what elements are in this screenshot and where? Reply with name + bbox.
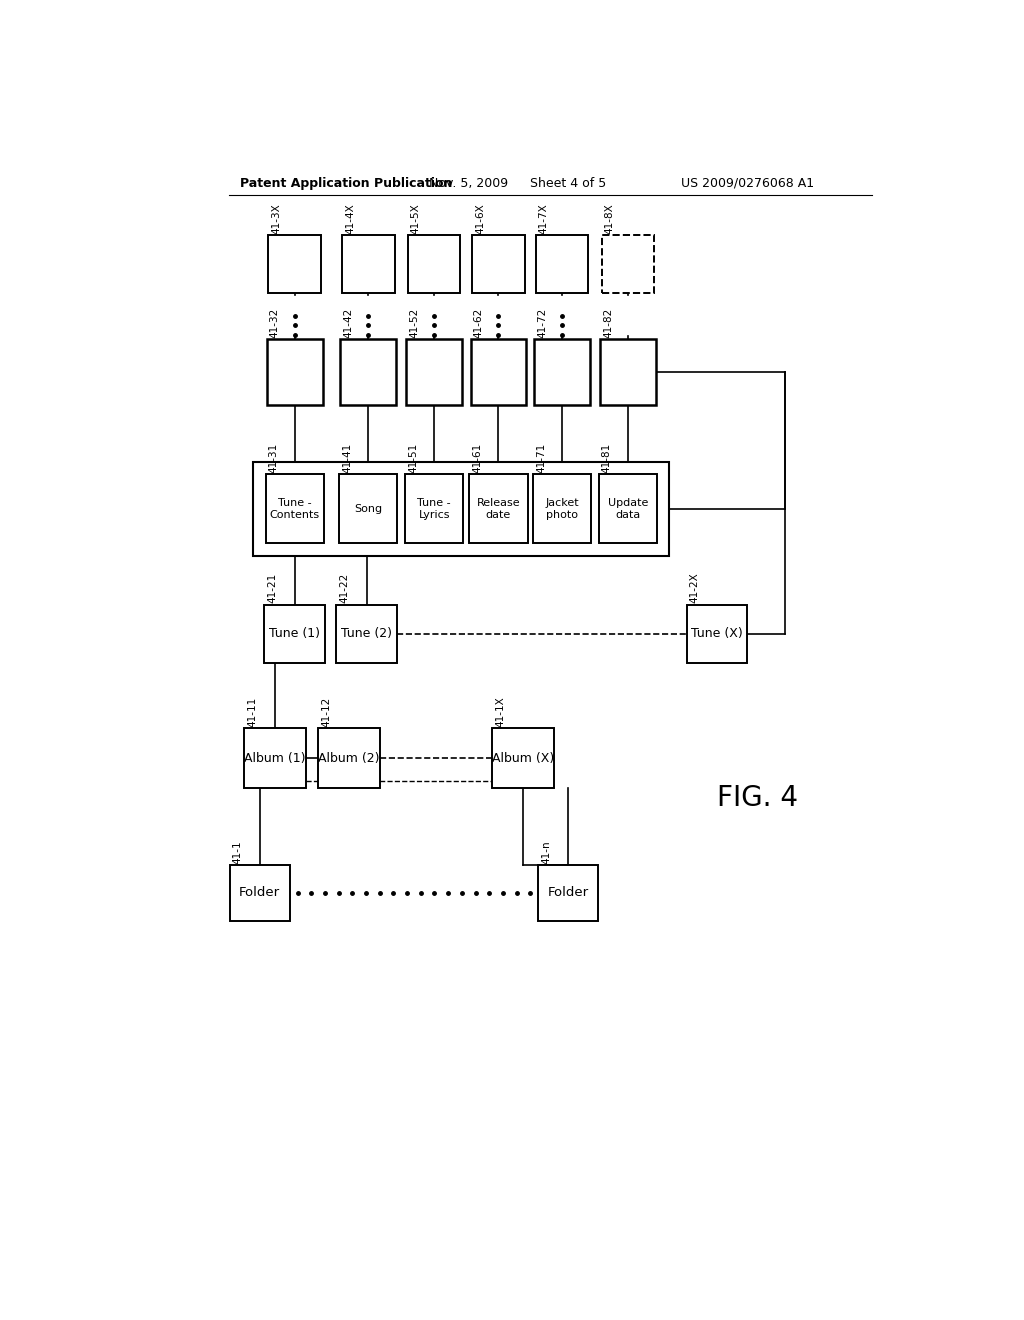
- Bar: [599, 474, 657, 544]
- Text: Tune (1): Tune (1): [269, 627, 321, 640]
- Text: Album (1): Album (1): [245, 751, 306, 764]
- Text: Nov. 5, 2009: Nov. 5, 2009: [429, 177, 509, 190]
- Bar: [264, 605, 325, 663]
- Text: Song: Song: [354, 504, 382, 513]
- Text: 41-81: 41-81: [602, 442, 612, 473]
- Bar: [342, 235, 394, 293]
- Text: 41-2X: 41-2X: [690, 573, 699, 603]
- Text: 41-8X: 41-8X: [604, 203, 614, 234]
- Bar: [407, 339, 462, 405]
- Text: 41-71: 41-71: [536, 442, 546, 473]
- Bar: [601, 235, 654, 293]
- Text: 41-82: 41-82: [603, 308, 613, 338]
- Bar: [687, 605, 748, 663]
- Bar: [406, 474, 463, 544]
- Text: Sheet 4 of 5: Sheet 4 of 5: [530, 177, 606, 190]
- Text: Jacket
photo: Jacket photo: [545, 498, 579, 520]
- Text: Folder: Folder: [240, 887, 281, 899]
- Bar: [493, 729, 554, 788]
- Bar: [408, 235, 461, 293]
- Text: 41-1: 41-1: [232, 840, 243, 863]
- Text: 41-61: 41-61: [472, 442, 482, 473]
- Text: Album (X): Album (X): [493, 751, 554, 764]
- Bar: [340, 339, 396, 405]
- Text: 41-52: 41-52: [410, 308, 419, 338]
- Bar: [532, 474, 591, 544]
- Bar: [600, 339, 655, 405]
- Bar: [317, 729, 380, 788]
- Text: 41-32: 41-32: [270, 308, 280, 338]
- Text: 41-12: 41-12: [321, 697, 331, 726]
- Bar: [536, 235, 589, 293]
- Text: Patent Application Publication: Patent Application Publication: [241, 177, 453, 190]
- Bar: [538, 866, 598, 921]
- Text: Release
date: Release date: [476, 498, 520, 520]
- Text: 41-3X: 41-3X: [271, 203, 282, 234]
- Text: Album (2): Album (2): [318, 751, 380, 764]
- Text: 41-31: 41-31: [268, 442, 279, 473]
- Bar: [253, 462, 670, 556]
- Text: 41-11: 41-11: [248, 697, 257, 726]
- Bar: [266, 339, 323, 405]
- Text: Tune (2): Tune (2): [341, 627, 392, 640]
- Text: Tune -
Contents: Tune - Contents: [269, 498, 319, 520]
- Bar: [535, 339, 590, 405]
- Bar: [265, 474, 324, 544]
- Text: 41-72: 41-72: [538, 308, 547, 338]
- Text: 41-1X: 41-1X: [496, 696, 506, 726]
- Text: Update
data: Update data: [607, 498, 648, 520]
- Bar: [245, 729, 306, 788]
- Bar: [471, 339, 526, 405]
- Bar: [339, 474, 397, 544]
- Text: FIG. 4: FIG. 4: [717, 784, 798, 812]
- Bar: [229, 866, 290, 921]
- Bar: [472, 235, 525, 293]
- Text: 41-7X: 41-7X: [539, 203, 549, 234]
- Text: US 2009/0276068 A1: US 2009/0276068 A1: [681, 177, 814, 190]
- Text: 41-n: 41-n: [541, 840, 551, 863]
- Text: 41-5X: 41-5X: [411, 203, 421, 234]
- Text: 41-51: 41-51: [409, 442, 418, 473]
- Text: 41-21: 41-21: [267, 573, 278, 603]
- Bar: [268, 235, 321, 293]
- Bar: [337, 605, 397, 663]
- Text: 41-41: 41-41: [342, 442, 352, 473]
- Text: 41-22: 41-22: [340, 573, 349, 603]
- Text: Tune -
Lyrics: Tune - Lyrics: [418, 498, 451, 520]
- Text: Folder: Folder: [548, 887, 589, 899]
- Text: 41-62: 41-62: [474, 308, 483, 338]
- Bar: [469, 474, 527, 544]
- Text: 41-4X: 41-4X: [345, 203, 355, 234]
- Text: Tune (X): Tune (X): [691, 627, 742, 640]
- Text: 41-6X: 41-6X: [475, 203, 485, 234]
- Text: 41-42: 41-42: [343, 308, 353, 338]
